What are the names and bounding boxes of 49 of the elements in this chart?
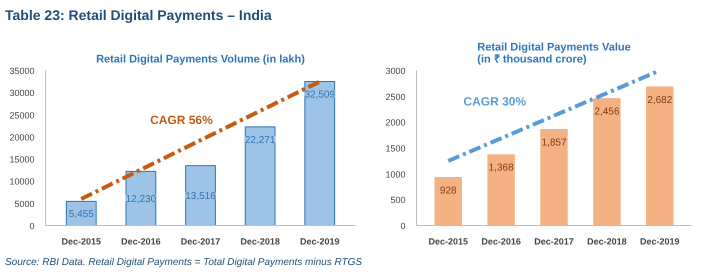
x-tick-label: Dec-2015	[62, 236, 102, 246]
bar	[304, 81, 336, 226]
bar	[434, 177, 462, 226]
data-label: 2,682	[647, 94, 673, 106]
y-tick-label: 35000	[9, 66, 35, 76]
bar	[487, 154, 515, 226]
y-tick-label: 3000	[385, 66, 406, 76]
annotation: CAGR 56%	[150, 113, 214, 128]
bar	[540, 129, 568, 226]
y-tick-label: 2500	[385, 92, 406, 102]
y-tick-label: 25000	[9, 110, 35, 120]
x-tick-label: Dec-2018	[240, 236, 280, 246]
y-tick-label: 30000	[9, 88, 35, 98]
y-tick-label: 500	[390, 195, 406, 206]
data-label: 12,230	[126, 194, 157, 205]
x-tick-label: Dec-2017	[180, 236, 220, 246]
annotation: CAGR 30%	[463, 94, 526, 108]
y-tick-label: 5000	[14, 198, 35, 209]
bar	[185, 165, 216, 226]
data-label: 5,455	[68, 208, 94, 220]
bar	[646, 86, 674, 226]
y-tick-label: 0	[29, 221, 35, 231]
y-tick-label: 1000	[385, 169, 406, 180]
caption: Table 23: Retail Digital Payments – India	[5, 6, 272, 25]
x-tick-label: Dec-2015	[428, 236, 468, 246]
bar	[244, 126, 276, 226]
chart-title: Retail Digital Payments Volume (in lakh)	[96, 54, 306, 66]
data-label: 1,857	[541, 137, 567, 148]
y-tick-label: 10000	[9, 176, 35, 187]
data-label: 32,509	[304, 89, 336, 100]
x-tick-label: Dec-2016	[481, 236, 521, 246]
x-tick-label: Dec-2019	[640, 236, 680, 246]
y-tick-label: 2000	[385, 118, 406, 128]
y-tick-label: 15000	[9, 154, 35, 165]
x-tick-label: Dec-2019	[300, 236, 340, 246]
data-label: 13,516	[185, 191, 216, 202]
x-tick-label: Dec-2017	[534, 236, 574, 246]
y-tick-label: 1500	[385, 144, 406, 154]
source-note: Source: RBI Data. Retail Digital Payments = Total Digital Payments minus RTGS	[5, 256, 362, 270]
y-tick-label: 0	[400, 221, 406, 231]
chart-title: Retail Digital Payments Value (in ₹ thousand crore)	[477, 42, 631, 66]
x-tick-label: Dec-2016	[121, 236, 161, 246]
bar	[593, 98, 621, 226]
data-label: 22,271	[244, 134, 276, 146]
data-label: 1,368	[488, 162, 514, 174]
x-tick-label: Dec-2018	[587, 236, 627, 246]
data-label: 928	[440, 185, 458, 196]
y-tick-label: 20000	[9, 132, 35, 142]
data-label: 2,456	[594, 106, 620, 118]
